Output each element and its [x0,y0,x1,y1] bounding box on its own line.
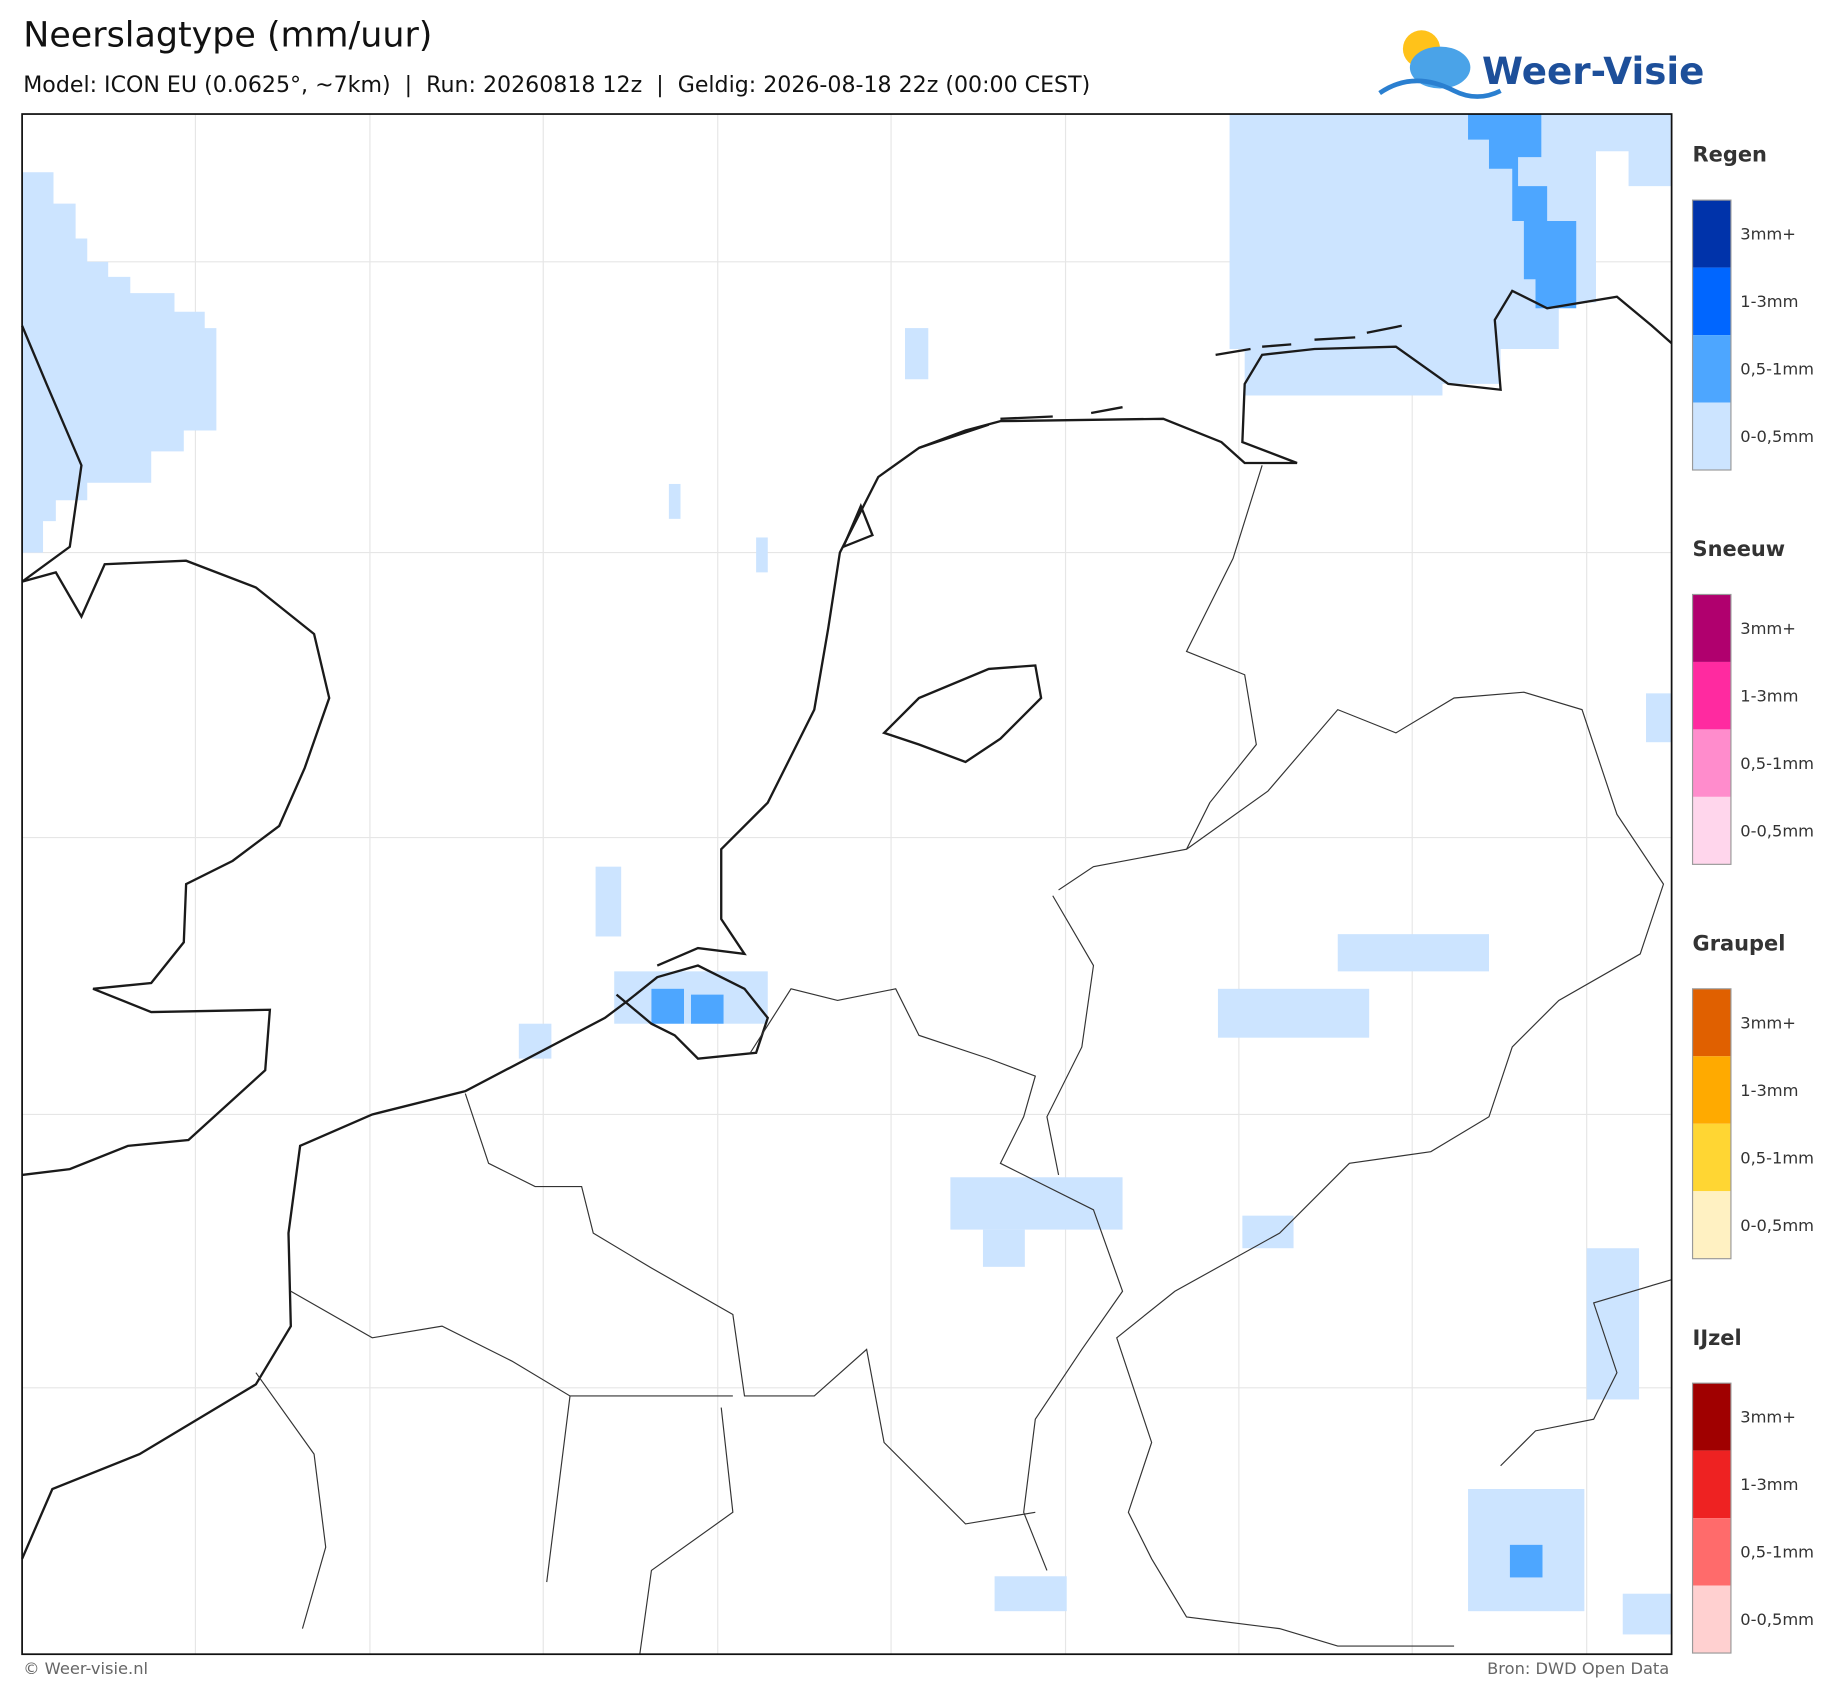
legend-frame [1691,199,1732,471]
legend-label: 3mm+ [1740,1013,1796,1032]
legend-label: 3mm+ [1740,225,1796,244]
legend-swatch [1692,1518,1731,1586]
legend-label: 1-3mm [1740,1475,1798,1494]
legend-label: 0-0,5mm [1740,1216,1814,1235]
legend-label: 3mm+ [1740,619,1796,638]
legend-swatch [1692,594,1731,662]
legend-label: 0-0,5mm [1740,821,1814,840]
legend-swatch [1692,1585,1731,1654]
subtitle: Model: ICON EU (0.0625°, ~7km) | Run: 20… [23,72,1090,98]
legend-swatch [1692,1450,1731,1519]
legend-swatch [1692,729,1731,797]
legend-title: Regen [1693,143,1767,167]
legend-frame [1691,988,1732,1260]
borders [255,465,1672,1655]
legend-swatch [1692,402,1731,470]
footer-right: Bron: DWD Open Data [1487,1659,1669,1678]
legend-swatch [1692,267,1731,336]
legend-swatch [1692,1191,1731,1259]
map-grid [22,114,1672,1655]
legend-label: 0,5-1mm [1740,1543,1814,1562]
legend-swatch [1692,988,1731,1057]
precipitation-moderate [651,114,1577,1578]
legend-label: 1-3mm [1740,292,1798,311]
coastlines [21,289,1673,1560]
legend-swatch [1692,335,1731,403]
legend-swatch [1692,1056,1731,1124]
title: Neerslagtype (mm/uur) [23,16,432,56]
legend-label: 0,5-1mm [1740,360,1814,379]
legend-frame [1691,1382,1732,1654]
legend-label: 3mm+ [1740,1408,1796,1427]
logo-cloud [1409,46,1471,89]
legend-title: Sneeuw [1693,537,1786,561]
logo-wave [1378,78,1502,99]
legend-label: 0-0,5mm [1740,427,1814,446]
logo: Weer-Visie [1378,30,1704,99]
legend-label: 1-3mm [1740,686,1798,705]
legend-swatch [1692,1123,1731,1192]
map-frame [21,113,1673,1656]
legend-title: IJzel [1693,1326,1742,1350]
legend-label: 1-3mm [1740,1081,1798,1100]
legend: Regen 3mm+ 1-3mm 0,5-1mm 0-0,5mm Sneeuw 3mm+ 1-… [1691,143,1814,1654]
map [21,113,1673,1656]
legend-label: 0,5-1mm [1740,754,1814,773]
legend-swatch [1692,1383,1731,1451]
legend-frame [1691,593,1732,865]
legend-swatch [1692,661,1731,730]
legend-title: Graupel [1693,931,1786,955]
legend-label: 0,5-1mm [1740,1148,1814,1167]
logo-text: Weer-Visie [1482,49,1704,93]
legend-swatch [1692,796,1731,865]
legend-swatch [1692,200,1731,268]
footer-left: © Weer-visie.nl [23,1659,148,1678]
legend-label: 0-0,5mm [1740,1610,1814,1629]
